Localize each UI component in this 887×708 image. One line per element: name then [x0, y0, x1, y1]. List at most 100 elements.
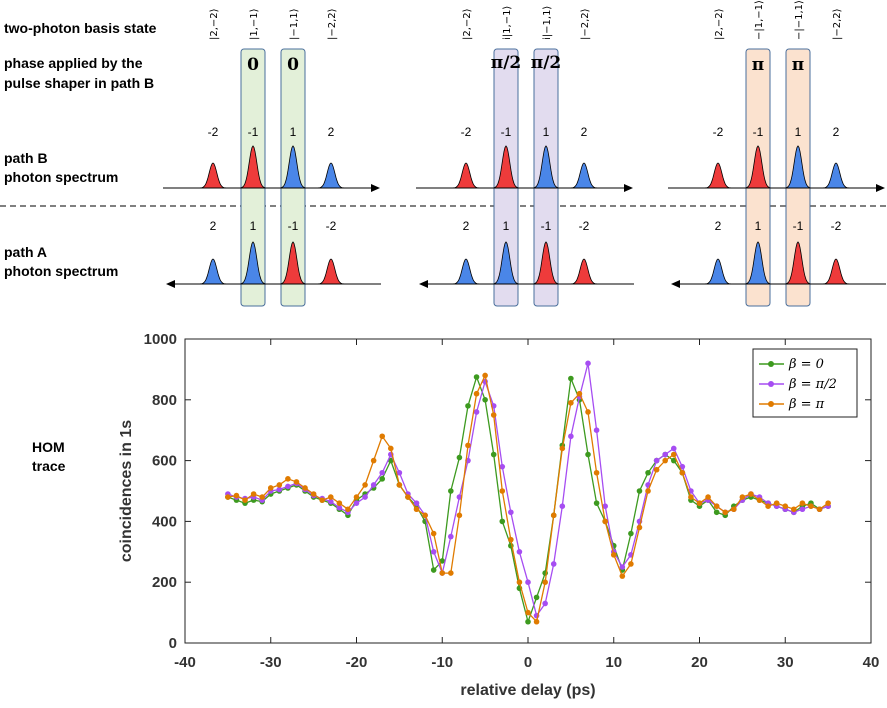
path-a-peak [819, 258, 853, 285]
path-a-peak-label: 1 [250, 219, 257, 233]
phase-value: π [752, 55, 764, 75]
path-a-peak [276, 241, 310, 285]
data-point [379, 476, 386, 482]
data-point [782, 503, 789, 510]
hom-label-line1: HOM [32, 439, 65, 455]
data-point [473, 374, 480, 380]
basis-ket: |−2,2⟩ [580, 8, 591, 40]
data-point [722, 509, 729, 516]
x-tick-label: 40 [863, 654, 880, 671]
data-point [670, 457, 677, 464]
data-point [473, 390, 480, 397]
path-b-peak [314, 162, 348, 189]
data-point [533, 618, 540, 625]
data-point [508, 536, 514, 543]
y-tick-label: 400 [152, 513, 177, 530]
data-point [662, 451, 668, 458]
data-point [602, 503, 608, 510]
data-point [499, 488, 506, 494]
path-a-peak [781, 241, 815, 285]
data-point [336, 504, 343, 511]
data-point [799, 506, 806, 513]
path-b-label-line1: path B [4, 150, 48, 166]
basis-ket: −|1,−1⟩ [754, 0, 765, 40]
data-point [739, 494, 746, 500]
data-point [448, 570, 454, 576]
data-point [516, 579, 523, 585]
data-point [559, 503, 566, 510]
data-point [439, 570, 446, 576]
path-a-peak-label: -2 [579, 219, 590, 233]
data-point [602, 518, 608, 525]
data-point [542, 579, 548, 585]
y-tick-label: 0 [169, 635, 177, 652]
data-point [276, 486, 283, 493]
data-point [362, 494, 368, 500]
data-point [439, 558, 446, 564]
legend-entry: β = π/2 [788, 377, 837, 392]
data-point [293, 479, 300, 485]
schematic-panels: |2,−2⟩ |1,−1⟩ |−1,1⟩ |−2,2⟩0 0-2 -1 1 22 1 -1 -2|2… [163, 0, 886, 307]
data-point [593, 500, 600, 506]
y-axis-label: coincidences in 1s [118, 420, 135, 562]
data-point [645, 488, 651, 494]
path-b-peak-label: 2 [833, 125, 840, 139]
basis-ket: |2,−2⟩ [462, 8, 473, 40]
legend-entry: β = 0 [788, 357, 824, 372]
data-point [705, 494, 711, 500]
data-point [327, 498, 334, 505]
path-a-peak-label: -1 [288, 219, 299, 233]
phase-value: π/2 [531, 53, 561, 73]
data-point [379, 433, 386, 440]
path-a-peak [489, 241, 523, 285]
legend-swatch-marker [768, 361, 774, 367]
data-point [430, 530, 437, 537]
path-a-peak-label: -2 [831, 219, 842, 233]
data-point [533, 594, 540, 601]
legend-swatch-marker [768, 401, 774, 407]
data-point [302, 485, 308, 491]
data-point [370, 457, 377, 464]
path-a-peak [314, 258, 348, 285]
data-point [490, 451, 497, 458]
arrow-left-icon [166, 280, 175, 288]
data-point [285, 483, 291, 490]
path-b-peak [701, 162, 735, 189]
data-point [773, 500, 780, 506]
data-point [310, 491, 317, 497]
path-b-peak [236, 145, 270, 189]
data-point [619, 573, 626, 579]
data-point [696, 500, 703, 506]
data-point [413, 506, 420, 513]
data-point [345, 506, 351, 513]
data-point [593, 469, 600, 476]
data-point [585, 451, 591, 458]
data-point [276, 482, 283, 488]
data-point [593, 427, 600, 434]
path-b-peak-label: -2 [713, 125, 724, 139]
data-point [619, 564, 626, 570]
path-a-peak-label: 1 [503, 219, 510, 233]
data-point [242, 497, 248, 503]
data-point [765, 503, 771, 510]
data-point [456, 512, 463, 519]
data-point [670, 451, 677, 458]
hom-label-line2: trace [32, 458, 66, 474]
data-point [336, 500, 343, 506]
path-a-peak-label: 2 [463, 219, 470, 233]
data-point [388, 457, 394, 464]
data-point [490, 412, 497, 418]
path-a-peak-label: -1 [541, 219, 552, 233]
path-b-peak-label: 2 [581, 125, 588, 139]
panel-3: |2,−2⟩ −|1,−1⟩ −|−1,1⟩ |−2,2⟩ π π -2 -1 1 2 2 1 -1 -2 [668, 0, 886, 307]
data-point [413, 500, 420, 506]
data-point [748, 491, 754, 497]
data-point [670, 445, 677, 452]
path-a-peak [741, 241, 775, 285]
phase-label-line2: pulse shaper in path B [4, 75, 154, 91]
x-tick-label: -30 [260, 654, 282, 671]
data-point [482, 372, 488, 379]
path-a-peak-label: -1 [793, 219, 804, 233]
y-tick-label: 800 [152, 392, 177, 409]
data-point [525, 618, 531, 625]
